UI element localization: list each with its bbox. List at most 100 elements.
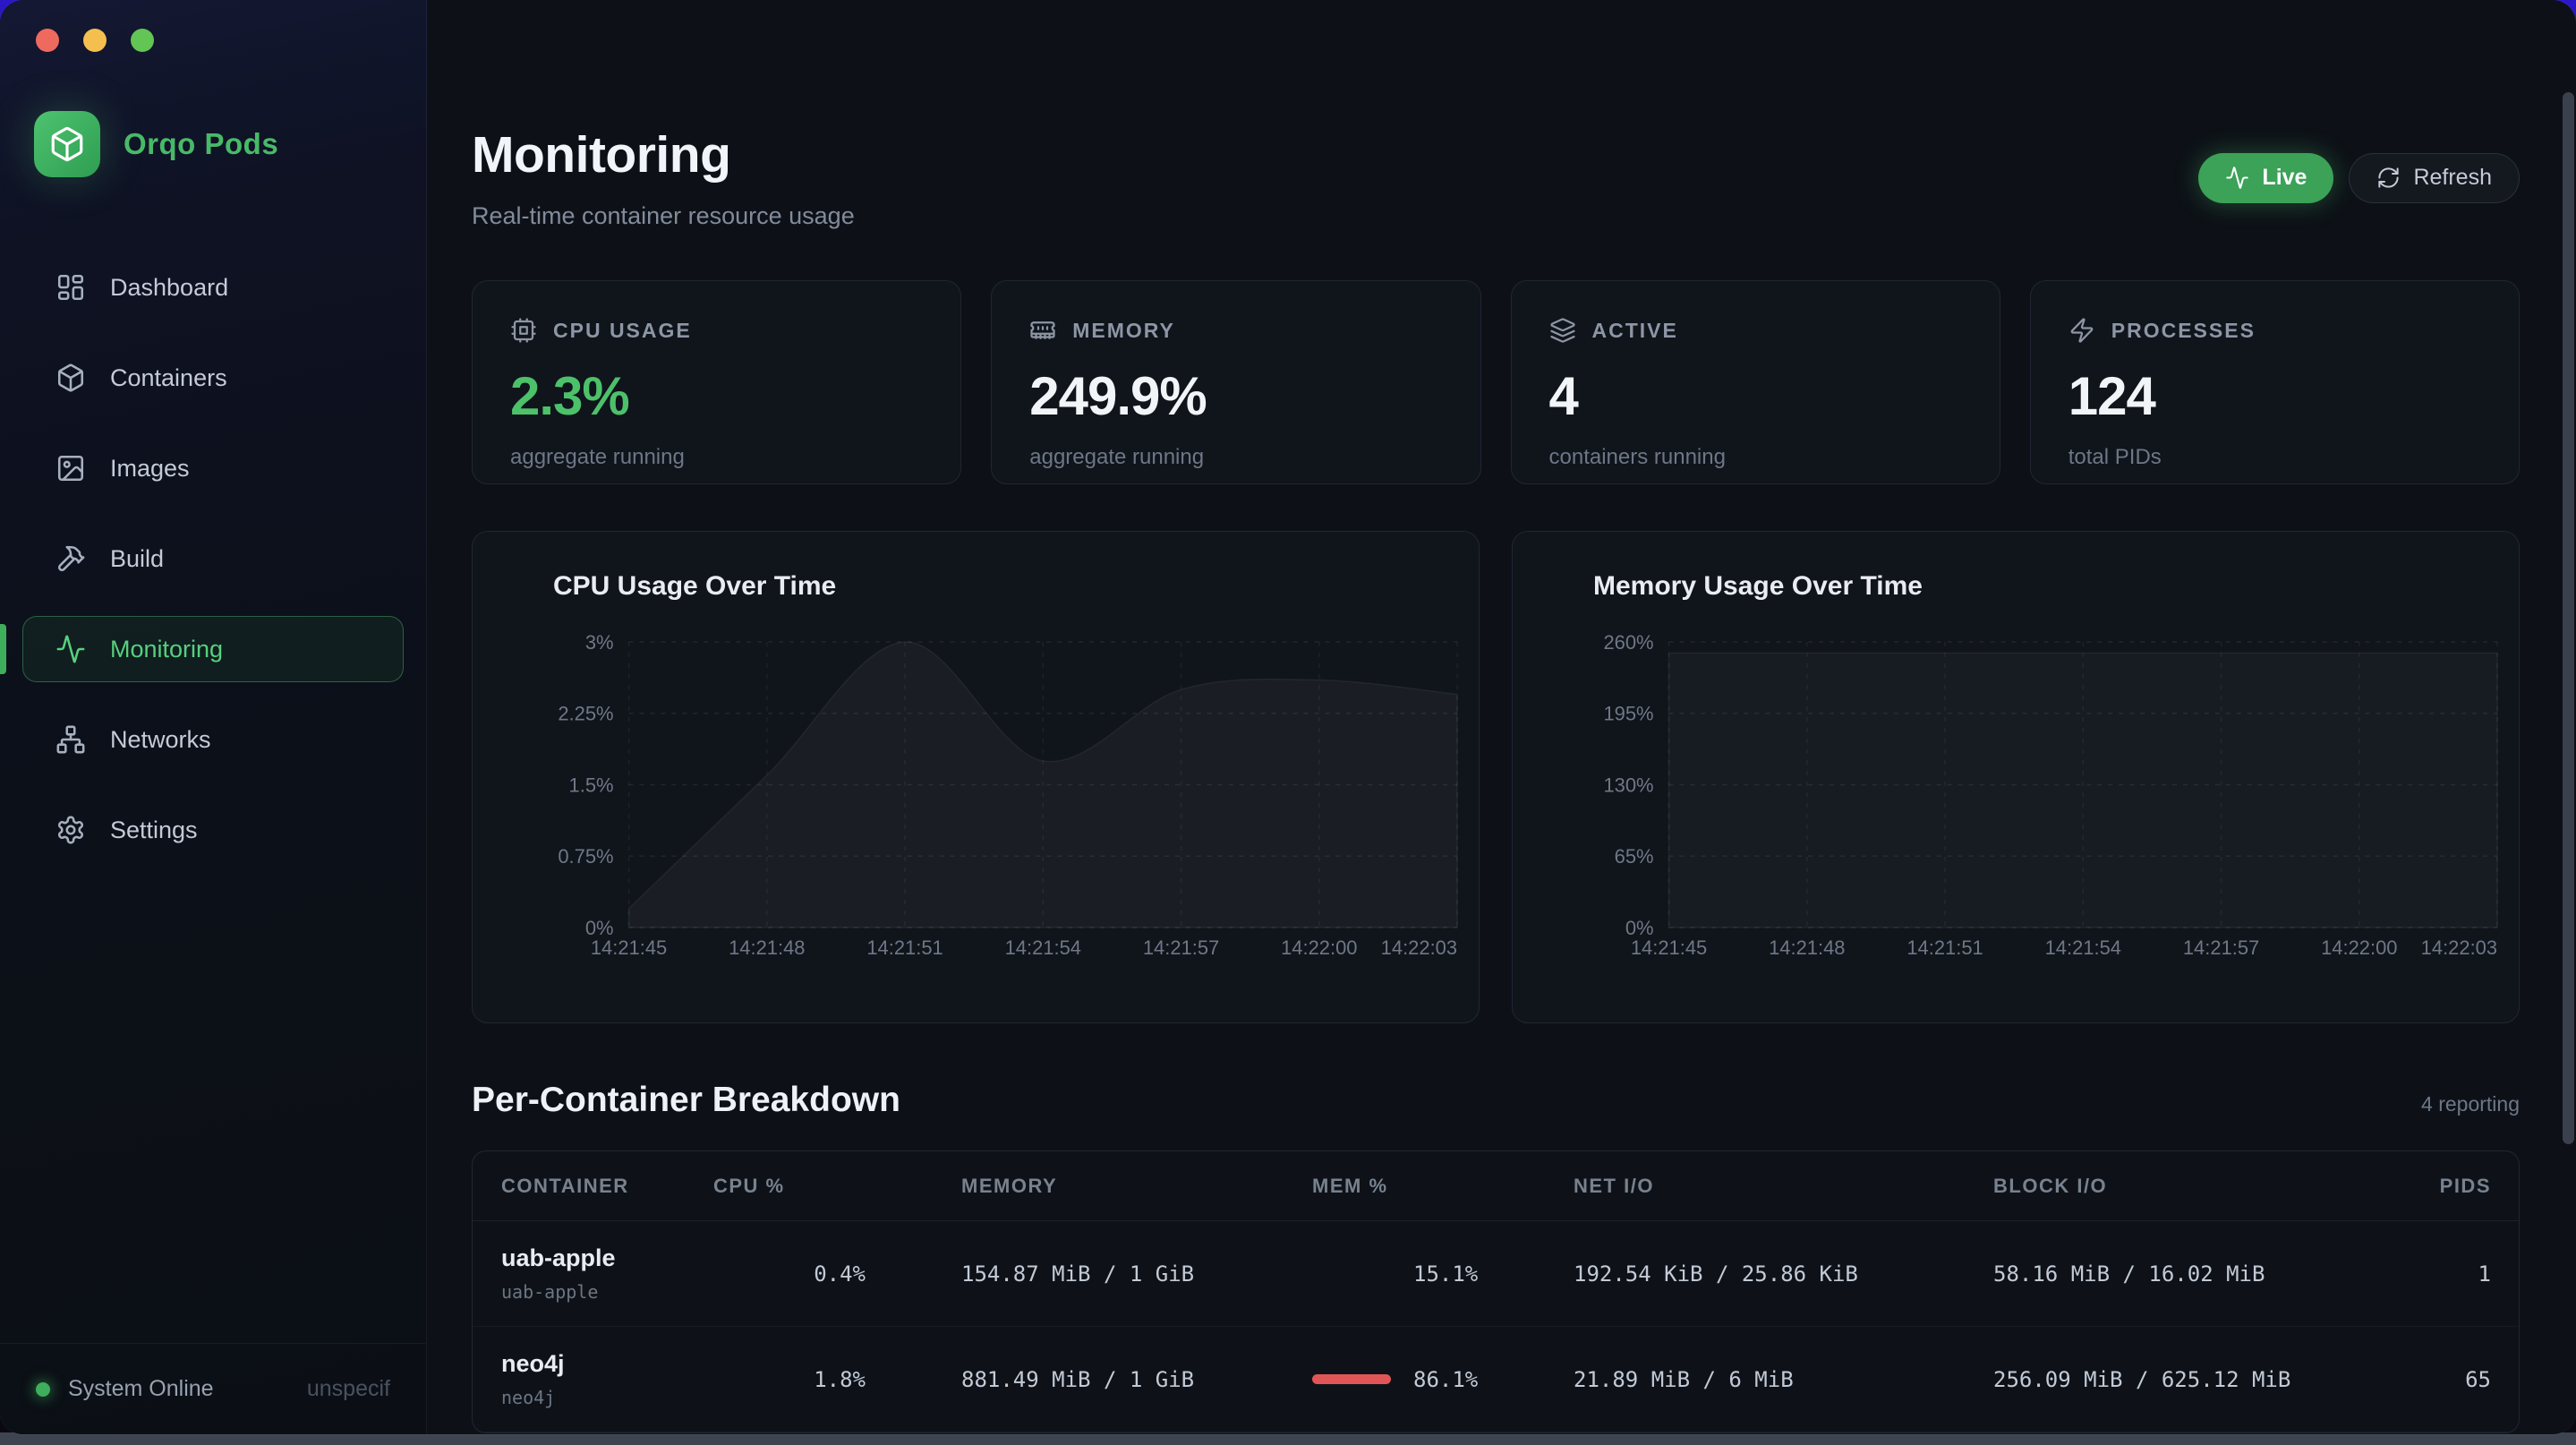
refresh-icon xyxy=(2376,166,2401,190)
stat-label: ACTIVE xyxy=(1591,318,1678,342)
sidebar-item-monitoring[interactable]: Monitoring xyxy=(0,616,404,682)
table-body: uab-apple uab-apple 0.4% 154.87 MiB / 1 GiB… xyxy=(473,1221,2519,1432)
cpu-cell: 1.8% xyxy=(814,1366,866,1392)
container-name: uab-apple xyxy=(501,1244,616,1271)
sidebar-item-dashboard[interactable]: Dashboard xyxy=(22,254,404,321)
close-window-button[interactable] xyxy=(36,29,59,52)
svg-text:14:21:51: 14:21:51 xyxy=(1906,936,1983,959)
sidebar: Orqo Pods Dashboard Containers Images Build… xyxy=(0,0,427,1434)
table-header-row: CONTAINER CPU % MEMORY MEM % NET I/O BLOCK I/… xyxy=(473,1151,2519,1221)
refresh-button[interactable]: Refresh xyxy=(2349,152,2520,203)
svg-text:3%: 3% xyxy=(585,631,614,654)
mem-bar-slot xyxy=(1312,1374,1413,1384)
stat-card-active: ACTIVE 4 containers running xyxy=(1510,280,2000,484)
chart-title: Memory Usage Over Time xyxy=(1593,571,1923,601)
header-actions: Live Refresh xyxy=(2198,152,2520,203)
page-title-block: Monitoring Real-time container resource … xyxy=(472,125,855,230)
svg-text:14:21:57: 14:21:57 xyxy=(1143,936,1219,959)
breakdown-header: Per-Container Breakdown 4 reporting xyxy=(472,1081,2520,1120)
live-button[interactable]: Live xyxy=(2198,152,2334,203)
stat-label: PROCESSES xyxy=(2111,318,2256,342)
charts-row: CPU Usage Over Time 0% 0.75% 1.5% 2.25% 3% 14:… xyxy=(472,531,2520,1023)
memory-cell: 154.87 MiB / 1 GiB xyxy=(961,1261,1195,1287)
stat-card-top: PROCESSES xyxy=(2068,317,2481,344)
window-controls xyxy=(0,0,426,52)
stat-caption: containers running xyxy=(1548,445,1726,469)
svg-text:260%: 260% xyxy=(1603,631,1653,654)
cpu-icon xyxy=(510,317,537,344)
block-io-cell: 58.16 MiB / 16.02 MiB xyxy=(1993,1261,2265,1287)
net-io-cell: 21.89 MiB / 6 MiB xyxy=(1574,1366,1794,1392)
svg-text:14:22:00: 14:22:00 xyxy=(1281,936,1357,959)
stat-value: 2.3% xyxy=(510,366,630,426)
desktop-bottom-strip xyxy=(0,1432,2576,1445)
svg-text:14:21:45: 14:21:45 xyxy=(1631,936,1707,959)
svg-text:1.5%: 1.5% xyxy=(569,774,614,796)
package-icon xyxy=(34,111,100,177)
column-header-net-i-o: NET I/O xyxy=(1574,1174,1654,1197)
sidebar-item-label: Containers xyxy=(110,363,227,391)
sidebar-item-networks[interactable]: Networks xyxy=(22,706,404,773)
mem-pct-cell: 86.1% xyxy=(1312,1367,1574,1392)
container-name-cell: uab-apple uab-apple xyxy=(501,1244,713,1303)
images-icon xyxy=(55,453,86,483)
pids-cell: 65 xyxy=(2465,1366,2491,1392)
svg-text:2.25%: 2.25% xyxy=(558,703,613,725)
stat-card-top: MEMORY xyxy=(1029,317,1442,344)
column-header-container: CONTAINER xyxy=(501,1174,629,1197)
svg-text:14:21:48: 14:21:48 xyxy=(729,936,805,959)
vertical-scrollbar[interactable] xyxy=(2563,92,2574,1144)
stat-card-top: CPU USAGE xyxy=(510,317,923,344)
column-header-block-i-o: BLOCK I/O xyxy=(1993,1174,2108,1197)
container-name-cell: neo4j neo4j xyxy=(501,1350,713,1408)
activity-icon xyxy=(2225,166,2249,190)
svg-text:14:22:03: 14:22:03 xyxy=(1381,936,1457,959)
mem-pct-value: 86.1% xyxy=(1413,1366,1479,1392)
chart-title: CPU Usage Over Time xyxy=(553,571,837,601)
block-io-cell: 256.09 MiB / 625.12 MiB xyxy=(1993,1366,2291,1392)
column-header-mem-: MEM % xyxy=(1312,1174,1388,1197)
sidebar-item-settings[interactable]: Settings xyxy=(22,797,404,863)
svg-text:0%: 0% xyxy=(585,917,614,939)
sidebar-item-label: Networks xyxy=(110,725,211,753)
app-brand: Orqo Pods xyxy=(0,111,426,177)
footer-right-text: unspecif xyxy=(306,1376,390,1401)
container-name: neo4j xyxy=(501,1350,565,1377)
container-id: uab-apple xyxy=(501,1281,599,1303)
settings-icon xyxy=(55,815,86,845)
app-title: Orqo Pods xyxy=(124,127,279,160)
column-header-pids: PIDS xyxy=(2439,1174,2491,1197)
stat-value: 4 xyxy=(1548,366,1579,426)
mem-pct-value: 15.1% xyxy=(1413,1261,1479,1287)
table-row-uab-apple: uab-apple uab-apple 0.4% 154.87 MiB / 1 GiB… xyxy=(473,1221,2519,1327)
minimize-window-button[interactable] xyxy=(83,29,107,52)
stat-card-processes: PROCESSES 124 total PIDs xyxy=(2029,280,2520,484)
net-io-cell: 192.54 KiB / 25.86 KiB xyxy=(1574,1261,1858,1287)
svg-text:130%: 130% xyxy=(1603,774,1653,796)
stat-card-memory: MEMORY 249.9% aggregate running xyxy=(991,280,1481,484)
memory-cell: 881.49 MiB / 1 GiB xyxy=(961,1366,1195,1392)
maximize-window-button[interactable] xyxy=(131,29,154,52)
svg-text:65%: 65% xyxy=(1615,845,1654,868)
sidebar-item-build[interactable]: Build xyxy=(22,526,404,592)
reporting-count: 4 reporting xyxy=(2421,1092,2520,1116)
memory-icon xyxy=(1029,317,1056,344)
svg-text:195%: 195% xyxy=(1603,703,1653,725)
status-online-dot xyxy=(36,1381,50,1397)
cpu-cell: 0.4% xyxy=(814,1261,866,1287)
refresh-button-label: Refresh xyxy=(2413,165,2492,190)
sidebar-footer: System Online unspecif xyxy=(0,1343,426,1434)
stat-caption: aggregate running xyxy=(510,445,685,469)
sidebar-item-images[interactable]: Images xyxy=(22,435,404,501)
monitoring-icon xyxy=(55,634,86,664)
page-title: Monitoring xyxy=(472,126,731,184)
memory-usage-chart-plot: 0% 65% 130% 195% 260% 14:21:45 14:21:48 14:21:5… xyxy=(1603,631,2498,959)
sidebar-item-containers[interactable]: Containers xyxy=(22,345,404,411)
svg-text:14:21:54: 14:21:54 xyxy=(2045,936,2121,959)
stat-caption: total PIDs xyxy=(2068,445,2162,469)
svg-text:14:22:03: 14:22:03 xyxy=(2421,936,2497,959)
stat-card-top: ACTIVE xyxy=(1549,317,1962,344)
active-indicator xyxy=(0,624,6,674)
